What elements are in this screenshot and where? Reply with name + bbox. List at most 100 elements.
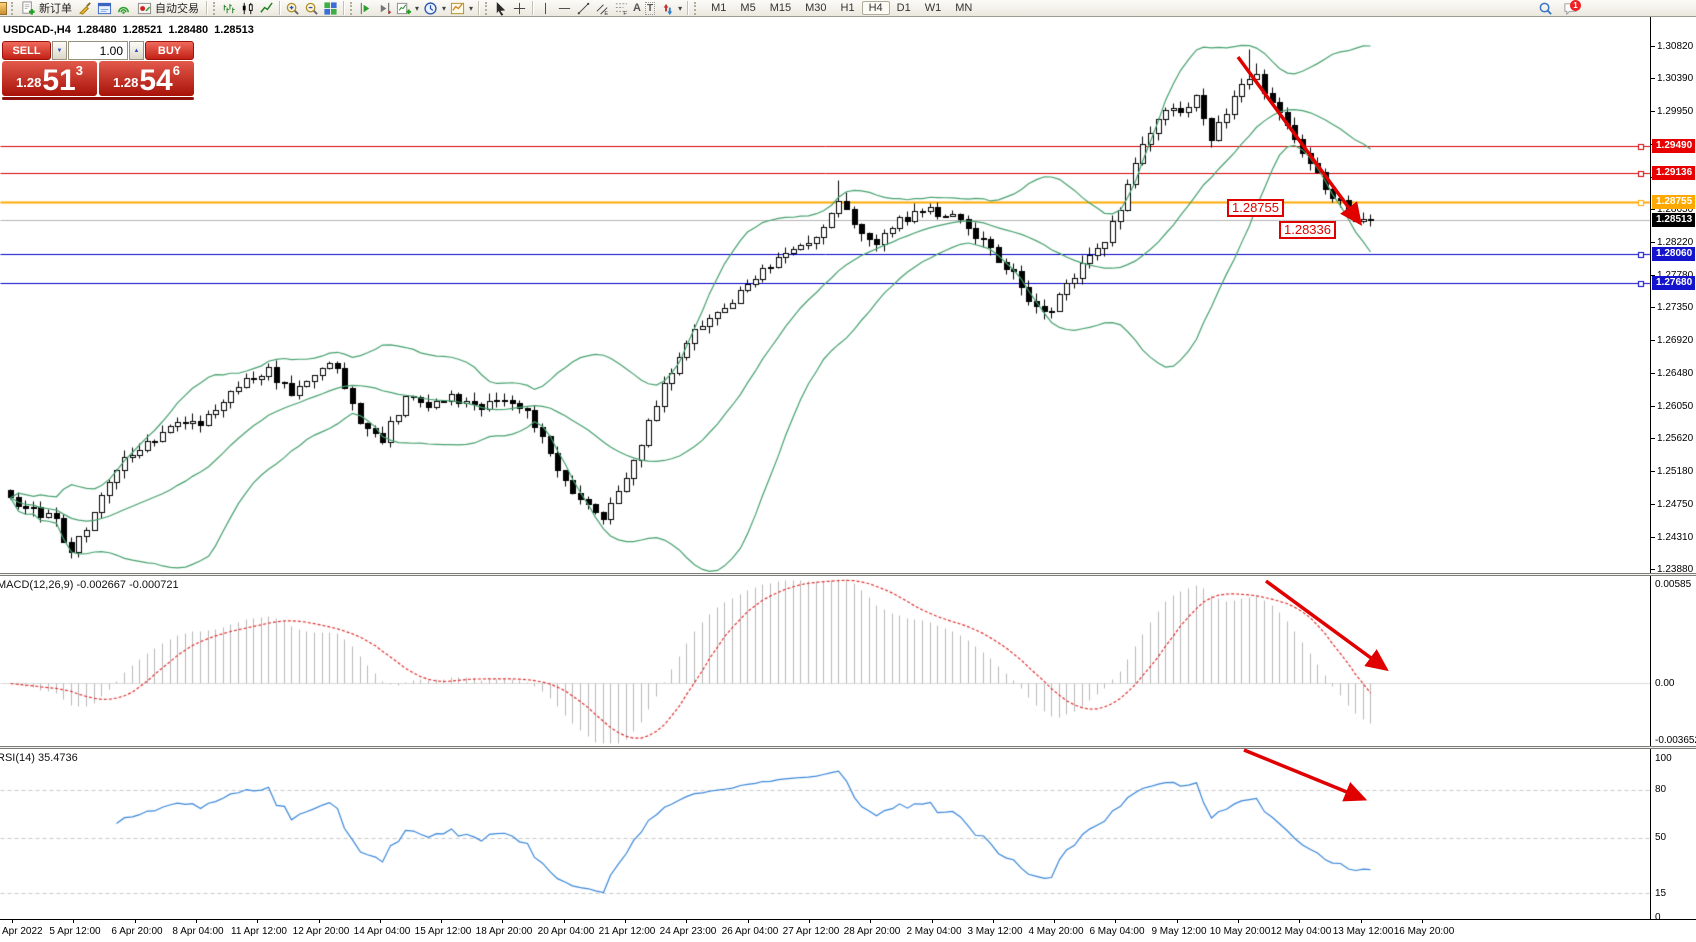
brush-button[interactable] xyxy=(76,0,95,16)
timeframe-w1[interactable]: W1 xyxy=(924,2,942,14)
tick-dash xyxy=(1651,77,1655,79)
price-annotation[interactable]: 1.28336 xyxy=(1279,221,1336,239)
new-chart-button[interactable]: ▾ xyxy=(394,0,421,16)
separator xyxy=(478,1,480,15)
date-label: 8 Apr 04:00 xyxy=(172,926,224,937)
price-annotation[interactable]: 1.28755 xyxy=(1227,199,1284,217)
date-tick xyxy=(196,920,197,923)
tick-dash xyxy=(1651,45,1655,47)
rsi-pane[interactable]: RSI(14) 35.4736 100 80 50 15 0 xyxy=(0,749,1696,923)
vertical-line-button[interactable] xyxy=(536,0,555,16)
toolbar-grip[interactable] xyxy=(485,1,488,15)
toolbar-grip[interactable] xyxy=(11,1,14,15)
separator xyxy=(279,1,280,15)
date-tick xyxy=(1361,920,1362,923)
new-chart-dropdown[interactable]: ▾ xyxy=(415,3,420,13)
volume-increase-button[interactable]: ▲ xyxy=(129,41,144,60)
timeframe-h1[interactable]: H1 xyxy=(840,2,855,14)
sell-button[interactable]: SELL xyxy=(2,41,51,60)
zoom-out-button[interactable] xyxy=(302,0,321,16)
buy-button[interactable]: BUY xyxy=(145,41,194,60)
notifications-button[interactable]: 1 xyxy=(1561,0,1581,17)
volume-input[interactable] xyxy=(68,41,128,60)
arrows-button[interactable]: ▾ xyxy=(657,0,684,16)
toolbar-grip[interactable] xyxy=(694,1,697,15)
chart-forward-button[interactable] xyxy=(356,0,375,16)
text-label-button[interactable]: T xyxy=(643,0,657,16)
candlestick-chart-button[interactable] xyxy=(238,0,257,16)
clock-button[interactable]: ▾ xyxy=(421,0,448,16)
clock-dropdown[interactable]: ▾ xyxy=(442,3,447,13)
bar-chart-button[interactable] xyxy=(219,0,238,16)
chart-profile-dropdown[interactable]: ▾ xyxy=(469,3,474,13)
date-tick xyxy=(993,920,994,923)
zoom-in-button[interactable] xyxy=(283,0,302,16)
new-order-button[interactable]: 新订单 xyxy=(17,0,76,16)
market-watch-button[interactable] xyxy=(95,0,114,16)
crosshair-button[interactable] xyxy=(510,0,529,16)
macd-pane[interactable]: MACD(12,26,9) -0.002667 -0.000721 0.0058… xyxy=(0,576,1696,746)
toolbar-grip[interactable] xyxy=(350,1,353,15)
chart-end-button[interactable] xyxy=(375,0,394,16)
line-chart-button[interactable] xyxy=(257,0,276,16)
toolbar-grip[interactable] xyxy=(213,1,216,15)
rsi-tick: 100 xyxy=(1655,752,1672,764)
date-label: 14 Apr 04:00 xyxy=(353,926,411,937)
timeframe-d1[interactable]: D1 xyxy=(896,2,911,14)
equidistant-channel-button[interactable]: E xyxy=(593,0,612,16)
price-chart-pane[interactable]: USDCAD-,H4 1.28480 1.28521 1.28480 1.285… xyxy=(0,17,1696,575)
macd-canvas[interactable] xyxy=(0,576,1650,746)
macd-axis[interactable]: 0.00585 0.00 -0.003652 xyxy=(1650,576,1696,746)
price-tick: 1.27350 xyxy=(1651,302,1696,314)
timeframe-m30[interactable]: M30 xyxy=(805,2,827,14)
separator xyxy=(687,1,689,15)
symbol-label: USDCAD-,H4 xyxy=(3,24,71,36)
macd-tick: 0.00585 xyxy=(1655,578,1692,590)
price-line-label: 1.27680 xyxy=(1652,276,1695,291)
timeframe-m15[interactable]: M15 xyxy=(769,2,792,14)
date-axis[interactable]: Apr 2022 5 Apr 12:00 6 Apr 20:00 8 Apr 04:0… xyxy=(0,919,1696,942)
date-label: 12 May 04:00 xyxy=(1270,926,1332,937)
tick-dash xyxy=(1651,275,1655,277)
high-value: 1.28521 xyxy=(122,24,163,36)
zoom-out-icon xyxy=(305,2,318,15)
date-tick xyxy=(625,920,626,923)
pane-splitter[interactable] xyxy=(0,746,1696,749)
date-tick xyxy=(564,920,565,923)
auto-trading-button[interactable]: 自动交易 xyxy=(133,0,203,16)
tick-dash xyxy=(1651,537,1655,538)
clock-icon xyxy=(424,1,437,15)
tile-windows-button[interactable] xyxy=(321,0,340,16)
chart-profile-button[interactable]: ▾ xyxy=(448,0,475,16)
price-chart-canvas[interactable] xyxy=(0,17,1650,573)
chart-window: USDCAD-,H4 1.28480 1.28521 1.28480 1.285… xyxy=(0,17,1696,942)
timeframe-m5[interactable]: M5 xyxy=(740,2,756,14)
search-button[interactable] xyxy=(1536,1,1555,17)
cursor-button[interactable] xyxy=(491,0,510,16)
rsi-canvas[interactable] xyxy=(0,749,1650,919)
rsi-tick: 50 xyxy=(1655,832,1667,843)
fibonacci-button[interactable]: F xyxy=(612,0,631,16)
arrows-dropdown[interactable]: ▾ xyxy=(678,3,683,13)
text-button[interactable]: A xyxy=(631,0,643,16)
chart-forward-icon xyxy=(360,2,370,14)
clipped-icon[interactable] xyxy=(0,1,7,15)
date-label: 20 Apr 04:00 xyxy=(537,926,595,937)
volume-decrease-button[interactable]: ▼ xyxy=(52,41,67,60)
equidistant-channel-icon: E xyxy=(596,3,608,16)
timeframe-bar: M1 M5 M15 M30 H1 H4 D1 W1 MN xyxy=(704,1,979,15)
timeframe-m1[interactable]: M1 xyxy=(711,2,727,14)
date-label: 21 Apr 12:00 xyxy=(598,926,656,937)
date-label: 18 Apr 20:00 xyxy=(475,926,533,937)
pane-splitter[interactable] xyxy=(0,573,1696,576)
timeframe-h4[interactable]: H4 xyxy=(861,1,890,15)
timeframe-mn[interactable]: MN xyxy=(955,2,973,14)
date-label: 2 May 04:00 xyxy=(906,926,962,937)
trendline-button[interactable] xyxy=(574,0,593,16)
toolbar-right-icons: 1 xyxy=(1536,0,1581,17)
price-axis[interactable]: 1.308201.303901.299501.295101.290801.286… xyxy=(1650,17,1696,575)
signal-button[interactable] xyxy=(114,0,133,16)
rsi-axis[interactable]: 100 80 50 15 0 xyxy=(1650,749,1696,923)
horizontal-line-button[interactable] xyxy=(555,0,574,16)
